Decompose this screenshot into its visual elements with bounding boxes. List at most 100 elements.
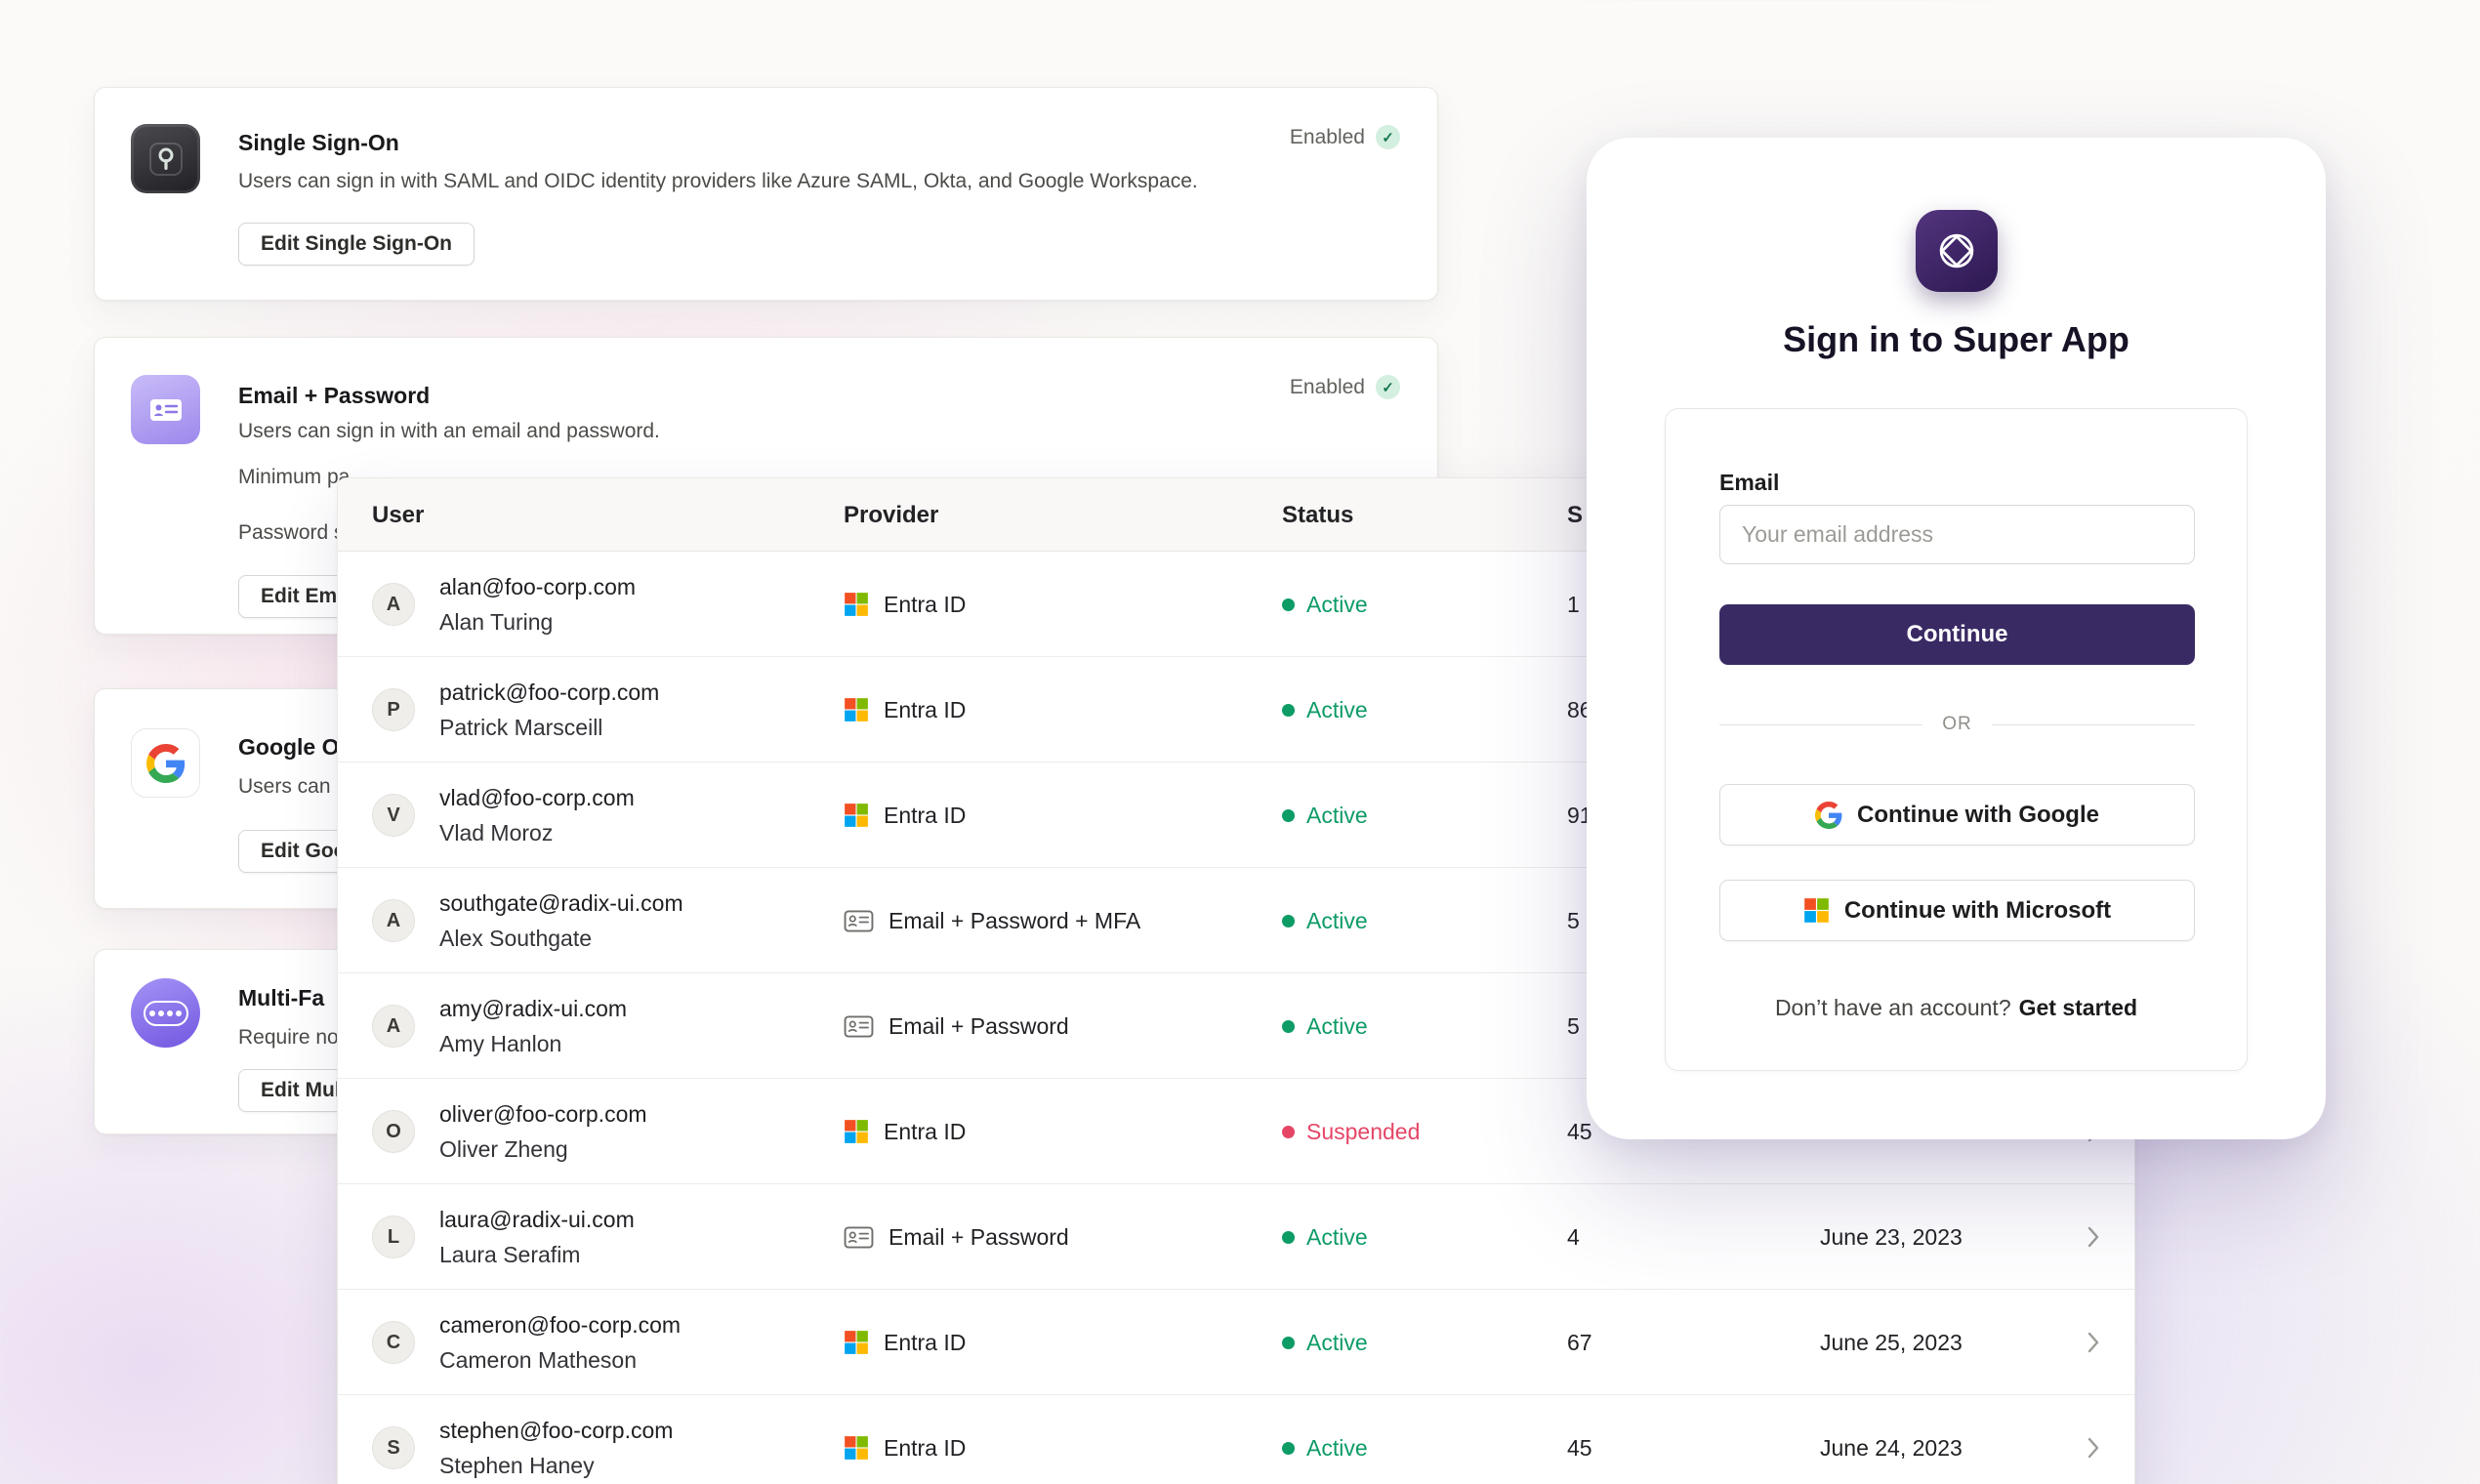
provider-label: Entra ID (884, 1329, 967, 1355)
status-dot-icon (1282, 1230, 1295, 1244)
email-password-icon (844, 1014, 874, 1039)
avatar: P (372, 688, 415, 731)
mfa-description: Require no (238, 1026, 339, 1049)
microsoft-icon (844, 1330, 869, 1355)
continue-with-microsoft-button[interactable]: Continue with Microsoft (1719, 880, 2195, 941)
status-label: Active (1306, 907, 1368, 933)
microsoft-icon (844, 592, 869, 617)
signin-panel: Email Continue OR Continue with Google (1665, 408, 2248, 1071)
status-label: Active (1306, 1012, 1368, 1039)
status-badge: Suspended (1282, 1079, 1420, 1184)
email-password-icon (844, 1225, 874, 1250)
provider-label: Email + Password (889, 1012, 1069, 1039)
mfa-title: Multi-Fa (238, 985, 325, 1010)
contact-card-icon (131, 375, 200, 444)
mfa-dots-icon (131, 978, 200, 1048)
status-label: Suspended (1306, 1118, 1421, 1144)
avatar: A (372, 1005, 415, 1048)
column-sessions: S (1567, 501, 1584, 528)
email-label: Email (1719, 470, 1780, 495)
sso-description: Users can sign in with SAML and OIDC ide… (238, 170, 1198, 192)
status-dot-icon (1282, 914, 1295, 928)
table-row[interactable]: L laura@radix-ui.com Laura Serafim (338, 1184, 2134, 1290)
sessions-count: 67 (1567, 1329, 1592, 1355)
user-email: stephen@foo-corp.com (439, 1418, 674, 1443)
chevron-right-icon (2086, 1395, 2101, 1484)
email-password-description: Users can sign in with an email and pass… (238, 420, 660, 442)
google-oauth-title: Google O (238, 734, 340, 760)
provider-label: Entra ID (884, 802, 967, 828)
status-label: Active (1306, 1434, 1368, 1461)
user-email: vlad@foo-corp.com (439, 785, 635, 810)
divider-line (1719, 723, 1923, 725)
chevron-right-icon (2086, 1184, 2101, 1290)
user-name: Laura Serafim (439, 1242, 581, 1267)
user-name: Amy Hanlon (439, 1031, 562, 1056)
table-row[interactable]: S stephen@foo-corp.com Stephen Haney (338, 1395, 2134, 1484)
status-badge: Active (1282, 868, 1368, 973)
sessions-count: 5 (1567, 1012, 1580, 1039)
get-started-link[interactable]: Get started (2018, 995, 2138, 1020)
super-app-logo-icon (1915, 210, 1998, 292)
avatar: V (372, 794, 415, 837)
email-password-title: Email + Password (238, 383, 431, 408)
sessions-count: 5 (1567, 907, 1580, 933)
provider-label: Email + Password (889, 1223, 1069, 1250)
column-user: User (372, 501, 425, 528)
user-name: Patrick Marsceill (439, 715, 603, 740)
user-email: southgate@radix-ui.com (439, 890, 683, 916)
user-email: amy@radix-ui.com (439, 996, 628, 1021)
sso-enabled-badge: Enabled ✓ (1290, 125, 1400, 149)
last-active-date: June 24, 2023 (1820, 1434, 1963, 1461)
google-icon (1815, 801, 1842, 829)
avatar: C (372, 1321, 415, 1364)
google-button-label: Continue with Google (1857, 801, 2099, 828)
status-dot-icon (1282, 598, 1295, 611)
or-label: OR (1942, 714, 1972, 734)
sessions-count: 4 (1567, 1223, 1580, 1250)
check-icon: ✓ (1376, 125, 1400, 149)
status-dot-icon (1282, 808, 1295, 822)
user-name: Alex Southgate (439, 926, 593, 951)
user-name: Oliver Zheng (439, 1136, 568, 1162)
user-name: Cameron Matheson (439, 1347, 637, 1373)
user-email: patrick@foo-corp.com (439, 680, 660, 705)
status-badge: Active (1282, 763, 1368, 868)
continue-button[interactable]: Continue (1719, 604, 2195, 665)
avatar: A (372, 583, 415, 626)
google-icon (131, 728, 200, 798)
or-divider: OR (1719, 714, 2195, 735)
edit-sso-button[interactable]: Edit Single Sign-On (238, 223, 475, 266)
provider-label: Entra ID (884, 1434, 967, 1461)
user-email: alan@foo-corp.com (439, 574, 637, 599)
continue-with-google-button[interactable]: Continue with Google (1719, 784, 2195, 845)
user-email: oliver@foo-corp.com (439, 1101, 647, 1127)
status-label: Active (1306, 802, 1368, 828)
signup-prompt: Don’t have an account? Get started (1666, 995, 2247, 1021)
avatar: S (372, 1426, 415, 1469)
status-badge: Active (1282, 552, 1368, 657)
status-label: Active (1306, 1329, 1368, 1355)
provider-label: Entra ID (884, 591, 967, 617)
status-label: Active (1306, 1223, 1368, 1250)
microsoft-icon (844, 1119, 869, 1144)
enabled-label: Enabled (1289, 375, 1365, 398)
user-name: Stephen Haney (439, 1453, 595, 1478)
google-oauth-description: Users can (238, 775, 331, 798)
provider-label: Entra ID (884, 696, 967, 722)
avatar: O (372, 1110, 415, 1153)
status-label: Active (1306, 696, 1368, 722)
enabled-label: Enabled (1289, 125, 1365, 148)
email-password-icon (844, 909, 874, 933)
provider-label: Email + Password + MFA (889, 907, 1141, 933)
avatar: L (372, 1216, 415, 1258)
table-row[interactable]: C cameron@foo-corp.com Cameron Matheson (338, 1290, 2134, 1395)
microsoft-icon (1803, 897, 1830, 924)
microsoft-icon (844, 697, 869, 722)
sso-settings-card: Single Sign-On Enabled ✓ Users can sign … (94, 87, 1438, 301)
signin-card: Sign in to Super App Email Continue OR C… (1587, 138, 2326, 1139)
email-input[interactable] (1719, 505, 2195, 564)
user-email: laura@radix-ui.com (439, 1207, 635, 1232)
avatar: A (372, 899, 415, 942)
status-dot-icon (1282, 1019, 1295, 1033)
